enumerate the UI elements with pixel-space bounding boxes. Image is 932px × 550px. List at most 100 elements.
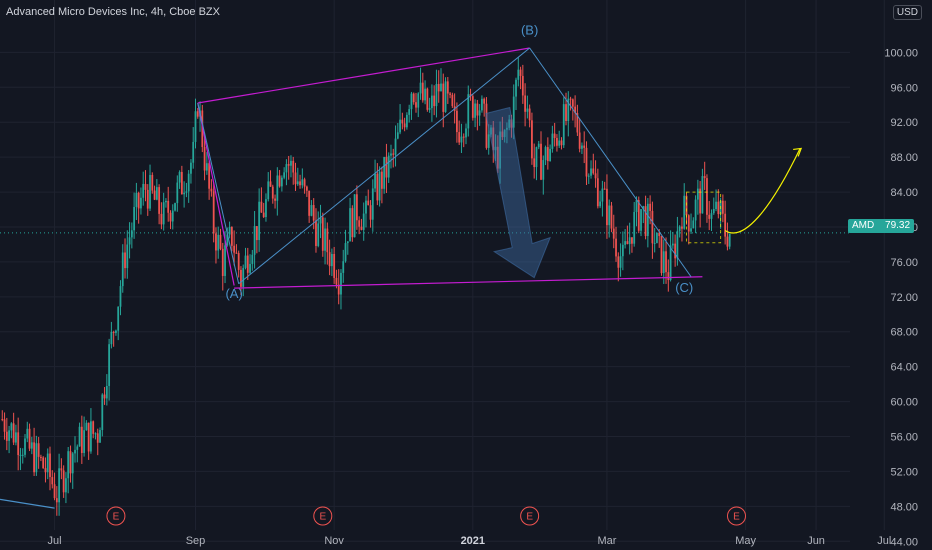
candle xyxy=(246,247,249,281)
candle-body xyxy=(401,119,404,124)
candle-body xyxy=(140,197,142,209)
candle-body xyxy=(556,137,558,146)
x-tick-label: Jul xyxy=(48,535,62,547)
candle xyxy=(105,374,108,406)
candle-body xyxy=(617,256,620,268)
candle-body xyxy=(419,82,422,94)
candle-body xyxy=(519,69,522,76)
candle xyxy=(94,432,97,440)
candle-body xyxy=(644,206,647,237)
candle xyxy=(60,458,63,480)
candle-body xyxy=(487,134,490,148)
channel-upper-line[interactable] xyxy=(197,47,530,104)
trend-line-old[interactable] xyxy=(0,498,55,509)
candle-body xyxy=(478,110,481,116)
forecast-curve[interactable] xyxy=(724,148,801,234)
candle-body xyxy=(546,147,549,162)
candle xyxy=(240,266,242,296)
candle-body xyxy=(110,331,113,345)
candle-body xyxy=(490,127,492,135)
candle xyxy=(669,230,672,282)
candle-body xyxy=(371,188,374,220)
candle-body xyxy=(178,171,181,183)
earnings-marker-circle xyxy=(520,506,540,526)
candle xyxy=(501,116,504,141)
candle-body xyxy=(353,194,356,238)
candle-body xyxy=(471,96,474,118)
channel-left-line[interactable] xyxy=(197,102,235,286)
candle-body xyxy=(128,237,131,245)
candle xyxy=(651,201,654,259)
candle-body xyxy=(496,146,499,169)
candle-body xyxy=(571,99,574,107)
candle xyxy=(349,197,351,242)
wave-b-line[interactable] xyxy=(238,47,530,285)
candle xyxy=(40,454,42,462)
wave-c-line[interactable] xyxy=(529,47,692,278)
candle-body xyxy=(230,227,233,246)
candle xyxy=(330,248,333,277)
candle-body xyxy=(262,212,265,217)
earnings-marker-label: E xyxy=(526,512,533,523)
currency-badge[interactable]: USD xyxy=(892,5,922,20)
candle-body xyxy=(49,453,51,478)
candle xyxy=(442,73,445,128)
candle xyxy=(401,112,404,130)
candle xyxy=(324,217,326,265)
candle xyxy=(417,92,420,118)
candle xyxy=(140,187,142,215)
earnings-marker-circle xyxy=(313,506,333,526)
candle xyxy=(258,188,261,252)
candle-body xyxy=(469,94,472,97)
candle xyxy=(424,80,426,105)
candle-body xyxy=(637,200,640,231)
candle-body xyxy=(458,132,461,143)
candle xyxy=(221,242,224,291)
candle-body xyxy=(385,156,388,178)
candle-body xyxy=(410,93,413,110)
y-tick-label: 68.00 xyxy=(890,327,918,339)
candle xyxy=(269,170,272,187)
down-arrow-icon[interactable] xyxy=(485,106,552,279)
candle xyxy=(49,446,51,491)
candle-body xyxy=(485,103,488,148)
earnings-marker[interactable]: E xyxy=(727,506,747,526)
earnings-marker[interactable]: E xyxy=(313,506,333,526)
candle-body xyxy=(696,188,699,200)
candle xyxy=(726,222,729,251)
candle xyxy=(405,112,408,130)
earnings-marker[interactable]: E xyxy=(106,506,126,526)
candle-body xyxy=(512,96,515,128)
candle-body xyxy=(526,108,529,112)
candle xyxy=(565,92,567,126)
candle-body xyxy=(253,226,256,255)
candle xyxy=(574,95,577,128)
candle xyxy=(287,155,290,180)
candle xyxy=(601,180,604,217)
candle-body xyxy=(476,103,479,116)
earnings-marker[interactable]: E xyxy=(520,506,540,526)
candle xyxy=(271,184,274,204)
channel-lower-line[interactable] xyxy=(234,276,703,289)
candle-body xyxy=(108,344,111,386)
candle xyxy=(485,97,488,150)
candle xyxy=(328,239,331,276)
candle xyxy=(462,133,465,148)
candle-body xyxy=(378,171,381,201)
candle xyxy=(171,204,174,230)
candle-body xyxy=(190,162,192,174)
candle-body xyxy=(121,252,124,287)
candle-body xyxy=(440,83,442,92)
candle-body xyxy=(62,470,65,493)
candle xyxy=(481,95,483,113)
candle-body xyxy=(5,431,8,441)
wave-a-line[interactable] xyxy=(197,102,240,284)
candle-body xyxy=(390,153,392,156)
range-box[interactable] xyxy=(685,191,722,244)
candle-body xyxy=(467,94,470,129)
candle xyxy=(12,412,15,446)
candle-body xyxy=(101,394,104,431)
candle xyxy=(369,200,372,228)
